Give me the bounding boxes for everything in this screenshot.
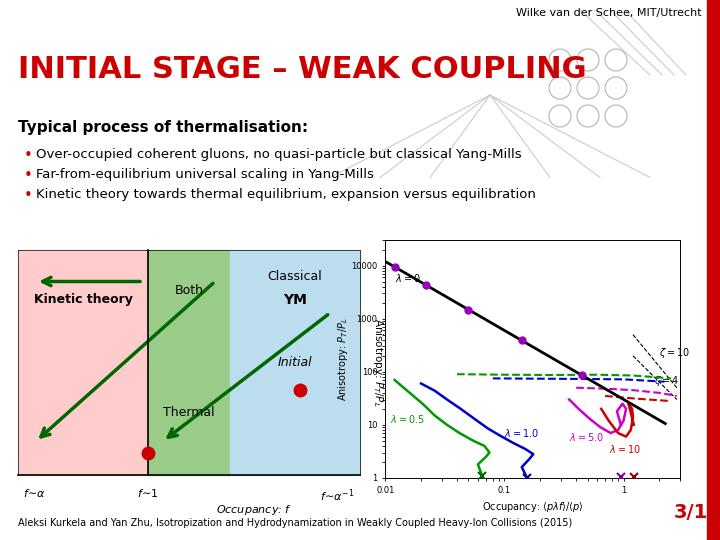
Text: Over-occupied coherent gluons, no quasi-particle but classical Yang-Mills: Over-occupied coherent gluons, no quasi-… — [36, 148, 521, 161]
Text: •: • — [24, 188, 32, 203]
Text: Far-from-equilibrium universal scaling in Yang-Mills: Far-from-equilibrium universal scaling i… — [36, 168, 374, 181]
Bar — [707, 0, 720, 540]
Text: Aleksi Kurkela and Yan Zhu, Isotropization and Hydrodynamization in Weakly Coupl: Aleksi Kurkela and Yan Zhu, Isotropizati… — [18, 518, 572, 528]
Text: Wilke van der Schee, MIT/Utrecht: Wilke van der Schee, MIT/Utrecht — [516, 8, 702, 18]
Text: $\lambda=0$: $\lambda=0$ — [395, 272, 420, 284]
Bar — [148, 250, 230, 475]
Text: •: • — [24, 168, 32, 183]
Text: Thermal: Thermal — [163, 406, 215, 419]
Text: Initial: Initial — [278, 356, 312, 369]
Text: Kinetic theory towards thermal equilibrium, expansion versus equilibration: Kinetic theory towards thermal equilibri… — [36, 188, 536, 201]
Text: Classical: Classical — [268, 271, 323, 284]
Text: $f\!\sim\!\alpha^{-1}$: $f\!\sim\!\alpha^{-1}$ — [320, 487, 355, 504]
Y-axis label: Anisotropy: $P_T/P_L$: Anisotropy: $P_T/P_L$ — [336, 318, 350, 401]
Text: $\lambda=5.0$: $\lambda=5.0$ — [570, 431, 604, 443]
Text: Typical process of thermalisation:: Typical process of thermalisation: — [18, 120, 308, 135]
Text: $\zeta=10$: $\zeta=10$ — [660, 346, 690, 360]
Text: YM: YM — [283, 293, 307, 307]
Bar — [230, 250, 360, 475]
Text: $\zeta=4$: $\zeta=4$ — [654, 374, 679, 388]
Text: Anisotropy: $P_T/P_L$: Anisotropy: $P_T/P_L$ — [371, 318, 385, 407]
Text: INITIAL STAGE – WEAK COUPLING: INITIAL STAGE – WEAK COUPLING — [18, 55, 587, 84]
Text: $\lambda=1.0$: $\lambda=1.0$ — [505, 427, 539, 438]
Text: 3/17: 3/17 — [674, 503, 720, 522]
Text: $\lambda=0.5$: $\lambda=0.5$ — [390, 413, 425, 424]
Text: $f\!\sim\!\alpha$: $f\!\sim\!\alpha$ — [23, 487, 46, 499]
Text: $f\!\sim\!1$: $f\!\sim\!1$ — [137, 487, 159, 499]
Text: •: • — [24, 148, 32, 163]
Text: Occupancy: $f$: Occupancy: $f$ — [216, 503, 292, 517]
Text: $\lambda=10$: $\lambda=10$ — [608, 443, 641, 455]
Text: Both: Both — [174, 284, 204, 297]
Bar — [18, 250, 148, 475]
Text: Kinetic theory: Kinetic theory — [34, 293, 132, 306]
X-axis label: Occupancy: $\langle p\lambda f\rangle/\langle p\rangle$: Occupancy: $\langle p\lambda f\rangle/\l… — [482, 500, 584, 514]
